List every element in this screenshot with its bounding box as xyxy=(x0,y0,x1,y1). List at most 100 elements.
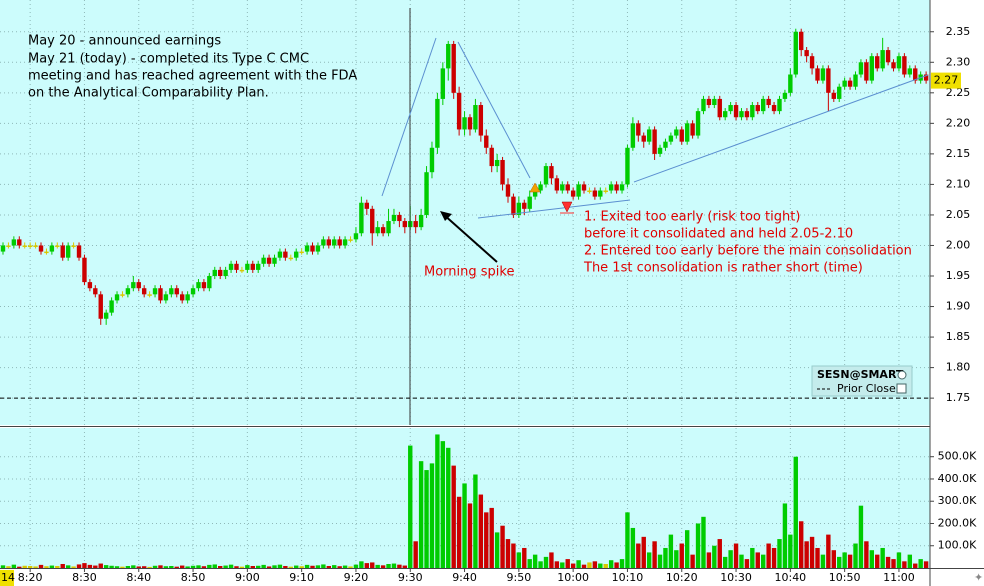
candle-body xyxy=(614,184,619,191)
candle-body xyxy=(679,129,684,142)
volume-bar xyxy=(402,565,408,568)
volume-bar xyxy=(71,566,76,568)
volume-bar xyxy=(820,554,826,568)
volume-bar xyxy=(440,441,446,568)
volume-bar xyxy=(777,539,782,568)
volume-bar xyxy=(375,564,380,568)
legend-checkbox[interactable] xyxy=(896,383,907,394)
candle-body xyxy=(581,184,587,191)
volume-bar xyxy=(424,470,429,568)
x-tick-label: 9:30 xyxy=(398,571,423,584)
volume-bar xyxy=(418,461,424,568)
legend: SESN@SMART Prior Close xyxy=(811,365,913,397)
volume-bar xyxy=(907,554,913,568)
volume-bar xyxy=(250,565,255,568)
candle-body xyxy=(163,294,169,301)
volume-bar xyxy=(532,554,538,568)
candle-body xyxy=(6,245,11,247)
candle-body xyxy=(777,98,782,112)
legend-icon xyxy=(897,370,907,380)
candle-body xyxy=(266,257,272,264)
y-tick-label: 200.0K xyxy=(938,516,977,529)
volume-bar xyxy=(576,560,581,568)
y-tick-label: 2.20 xyxy=(946,116,971,129)
candle-body xyxy=(657,147,663,154)
volume-bar xyxy=(864,541,869,568)
x-tick-label: 10:20 xyxy=(666,571,698,584)
candle-body xyxy=(516,202,522,215)
candle-body xyxy=(500,159,505,185)
y-tick-label: 100.0K xyxy=(938,539,977,552)
volume-bar xyxy=(397,564,402,568)
candle-body xyxy=(793,31,798,75)
volume-bar xyxy=(467,503,473,568)
volume-bar xyxy=(543,556,549,568)
candle-body xyxy=(380,227,386,234)
cursor-time: 14 xyxy=(1,571,15,584)
volume-bar xyxy=(815,547,820,568)
volume-bar xyxy=(527,559,532,568)
volume-bar xyxy=(701,516,706,568)
volume-bar xyxy=(11,564,17,568)
candle-body xyxy=(782,92,788,99)
candle-body xyxy=(668,135,674,142)
candle-body xyxy=(174,288,179,295)
candle-body xyxy=(55,245,60,247)
legend-box xyxy=(811,365,913,397)
volume-bar xyxy=(315,565,321,568)
candle-body xyxy=(375,227,380,234)
volume-bar xyxy=(256,565,261,568)
volume-bar xyxy=(456,496,462,568)
x-tick-label: 10:30 xyxy=(720,571,752,584)
scroll-icon[interactable]: ✦ xyxy=(974,571,983,584)
volume-bar xyxy=(706,552,712,568)
candle-body xyxy=(337,239,342,246)
volume-bar xyxy=(6,566,11,568)
volume-bar xyxy=(185,566,190,568)
x-tick-label: 10:00 xyxy=(557,571,589,584)
candle-body xyxy=(674,129,679,136)
volume-bar xyxy=(17,566,22,568)
candle-body xyxy=(364,202,370,209)
volume-bar xyxy=(896,552,902,568)
candle-body xyxy=(750,105,755,118)
volume-bar xyxy=(522,547,527,568)
candle-body xyxy=(717,98,722,118)
x-tick-label: 10:40 xyxy=(774,571,806,584)
note: on the Analytical Comparability Plan. xyxy=(28,86,269,101)
candle-body xyxy=(294,251,299,258)
volume-bar xyxy=(283,565,288,568)
volume-bar xyxy=(869,550,874,568)
volume-bar xyxy=(913,563,918,568)
candle-body xyxy=(136,282,141,289)
y-tick-label: 1.85 xyxy=(946,330,971,343)
candle-body xyxy=(804,50,809,57)
candle-body xyxy=(359,202,364,234)
candle-body xyxy=(386,221,391,234)
candle-body xyxy=(402,221,408,228)
volume-bar xyxy=(196,565,201,568)
candle-body xyxy=(391,214,397,222)
arrow-head xyxy=(440,211,452,221)
candle-body xyxy=(815,68,820,81)
volume-bar xyxy=(462,483,467,568)
volume-bar xyxy=(0,565,6,568)
volume-bar xyxy=(755,552,760,568)
candle-body xyxy=(809,56,815,69)
volume-bar xyxy=(478,494,484,568)
volume-bar xyxy=(923,561,929,568)
x-tick-label: 9:50 xyxy=(506,571,531,584)
volume-bar xyxy=(750,547,755,568)
volume-bar xyxy=(494,532,500,568)
volume-bar xyxy=(603,563,608,568)
volume-bar xyxy=(657,554,663,568)
candle-body xyxy=(913,68,918,81)
volume-bar xyxy=(435,434,440,568)
candle-body xyxy=(60,245,65,258)
volume-bar xyxy=(712,545,717,568)
candle-body xyxy=(277,251,283,258)
candle-body xyxy=(603,190,608,193)
candle-body xyxy=(98,294,103,319)
candle-body xyxy=(353,233,359,240)
